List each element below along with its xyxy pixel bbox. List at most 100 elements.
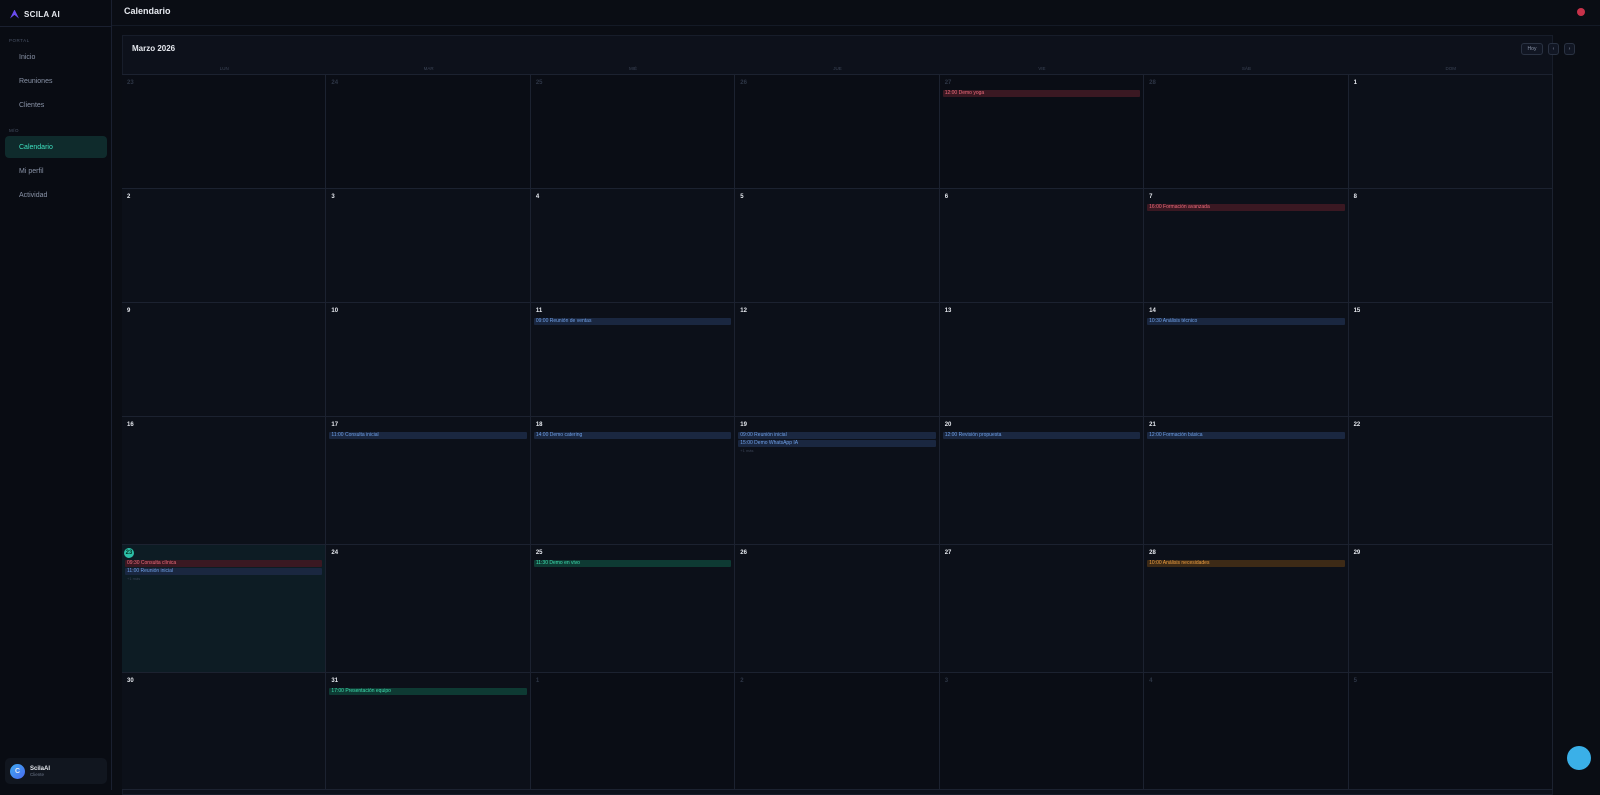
day-cell[interactable]: 25 (530, 75, 736, 189)
day-number: 5 (1353, 678, 1357, 684)
event[interactable]: 15:00 Demo WhatsApp IA (738, 440, 936, 447)
nav-item[interactable]: Mi perfil (5, 160, 107, 182)
event[interactable]: 11:00 Consulta inicial (329, 432, 527, 439)
day-cell[interactable]: 16 (122, 417, 327, 545)
event[interactable]: 10:30 Análisis técnico (1147, 318, 1345, 325)
day-number: 15 (1353, 308, 1361, 314)
event[interactable]: 14:00 Demo catering (533, 432, 732, 439)
day-number: 8 (1353, 194, 1357, 200)
day-cell[interactable]: 23 09:30 Consulta clínica 11:00 Reunión in… (122, 545, 327, 673)
day-cell[interactable]: 27 12:00 Demo yoga (939, 75, 1145, 189)
chat-button[interactable] (1567, 746, 1591, 770)
event[interactable]: 09:30 Consulta clínica (125, 560, 323, 567)
event[interactable]: 09:00 Reunión de ventas (533, 318, 732, 325)
day-number: 16 (127, 422, 134, 428)
section-title: MÍO (9, 128, 19, 133)
day-number: 31 (331, 678, 339, 684)
avatar: C (10, 763, 25, 779)
day-cell[interactable]: 2 (122, 189, 327, 303)
event[interactable]: 12:00 Revisión propuesta (942, 432, 1141, 439)
day-cell[interactable]: 15 (1348, 303, 1553, 417)
day-cell[interactable]: 9 (122, 303, 327, 417)
day-number: 10 (331, 308, 339, 314)
day-cell[interactable]: 21 12:00 Formación básica (1144, 417, 1349, 545)
day-cell[interactable]: 31 17:00 Presentación equipo (326, 673, 531, 790)
day-number: 19 (740, 422, 747, 428)
day-cell[interactable]: 3 (326, 189, 531, 303)
day-number: 4 (1149, 678, 1153, 684)
day-cell[interactable]: 13 (939, 303, 1145, 417)
day-cell[interactable]: 24 (326, 545, 531, 673)
user-card[interactable]: C ScilaAI Cliente (5, 758, 107, 784)
event[interactable]: 12:00 Demo yoga (942, 90, 1141, 97)
day-cell[interactable]: 28 10:00 Análisis necesidades (1144, 545, 1349, 673)
nav-item[interactable]: Reuniones (5, 70, 107, 92)
day-cell[interactable]: 22 (1348, 417, 1553, 545)
event[interactable]: 12:00 Formación básica (1147, 432, 1345, 439)
day-number: 22 (1353, 422, 1361, 428)
day-cell[interactable]: 11 09:00 Reunión de ventas (530, 303, 736, 417)
day-number: 23 (127, 80, 134, 86)
day-cell[interactable]: 30 (122, 673, 327, 790)
more-events[interactable]: +1 más (127, 576, 141, 581)
day-cell[interactable]: 25 11:30 Demo en vivo (530, 545, 736, 673)
nav-item[interactable]: Actividad (5, 184, 107, 206)
day-cell[interactable]: 5 (1348, 673, 1553, 790)
day-cell[interactable]: 4 (530, 189, 736, 303)
day-cell[interactable]: 14 10:30 Análisis técnico (1144, 303, 1349, 417)
day-cell[interactable]: 5 (735, 189, 940, 303)
day-cell[interactable]: 17 11:00 Consulta inicial (326, 417, 531, 545)
sidebar: SCILA AI C ScilaAI Cliente PORTAL Inicio Re… (0, 0, 112, 790)
day-cell[interactable]: 10 (326, 303, 531, 417)
day-cell[interactable]: 4 (1144, 673, 1349, 790)
day-cell[interactable]: 27 (939, 545, 1145, 673)
month-grid: 23 24 25 26 27 12:00 Demo yoga 28 1 2 3 4 5 6 7 16:00 … (122, 75, 1553, 790)
brand[interactable]: SCILA AI (10, 8, 60, 20)
day-number: 27 (944, 550, 952, 556)
day-number: 24 (331, 80, 339, 86)
day-cell[interactable]: 7 16:00 Formación avanzada (1144, 189, 1349, 303)
day-cell[interactable]: 3 (939, 673, 1145, 790)
day-number: 13 (944, 308, 952, 314)
nav-item[interactable]: Inicio (5, 46, 107, 68)
day-cell[interactable]: 29 (1348, 545, 1553, 673)
language[interactable] (1577, 8, 1585, 16)
nav-button[interactable]: ‹ (1548, 43, 1559, 55)
event[interactable]: 16:00 Formación avanzada (1147, 204, 1345, 211)
event[interactable]: 11:30 Demo en vivo (533, 560, 732, 567)
event[interactable]: 09:00 Reunión inicial (738, 432, 936, 439)
event[interactable]: 11:00 Reunión inicial (125, 568, 323, 575)
day-number: 21 (1149, 422, 1156, 428)
event[interactable]: 17:00 Presentación equipo (329, 688, 527, 695)
day-cell[interactable]: 12 (735, 303, 940, 417)
day-cell[interactable]: 8 (1348, 189, 1553, 303)
weekday: LUN (219, 66, 229, 71)
nav-item[interactable]: Clientes (5, 94, 107, 116)
day-cell[interactable]: 1 (1348, 75, 1553, 189)
day-number: 11 (535, 308, 543, 314)
day-cell[interactable]: 28 (1144, 75, 1349, 189)
day-cell[interactable]: 20 12:00 Revisión propuesta (939, 417, 1145, 545)
section-title: PORTAL (9, 38, 30, 43)
day-cell[interactable]: 23 (122, 75, 327, 189)
weekday: VIE (1038, 66, 1046, 71)
day-cell[interactable]: 2 (735, 673, 940, 790)
day-number: 27 (944, 80, 952, 86)
day-number: 1 (535, 678, 540, 684)
nav-label: Mi perfil (19, 167, 44, 175)
nav-button[interactable]: Hoy (1521, 43, 1543, 55)
nav-item[interactable]: Calendario (5, 136, 107, 158)
day-cell[interactable]: 18 14:00 Demo catering (530, 417, 736, 545)
nav-label: Inicio (19, 53, 36, 61)
event[interactable]: 10:00 Análisis necesidades (1147, 560, 1345, 567)
day-cell[interactable]: 6 (939, 189, 1145, 303)
day-cell[interactable]: 1 (530, 673, 736, 790)
nav-button[interactable]: › (1564, 43, 1575, 55)
more-events[interactable]: +1 más (740, 448, 754, 453)
weekday: MIÉ (629, 66, 638, 71)
day-number: 24 (331, 550, 339, 556)
day-cell[interactable]: 26 (735, 545, 940, 673)
day-cell[interactable]: 26 (735, 75, 940, 189)
day-cell[interactable]: 19 09:00 Reunión inicial 15:00 Demo WhatsA… (735, 417, 940, 545)
day-cell[interactable]: 24 (326, 75, 531, 189)
